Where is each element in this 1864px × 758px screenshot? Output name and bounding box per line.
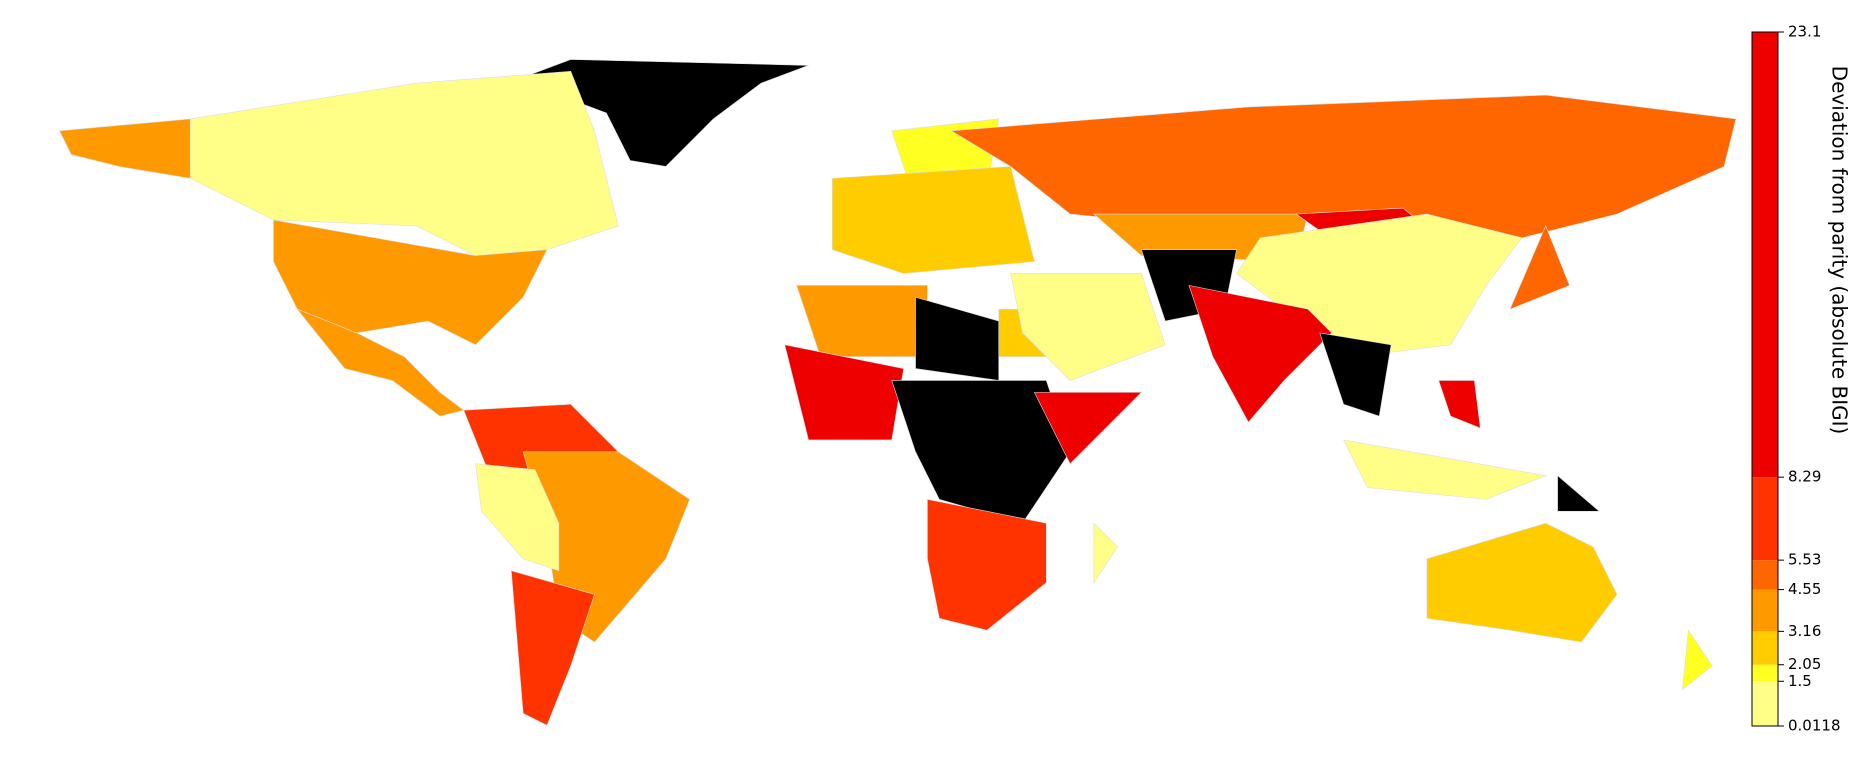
argentina [510, 570, 595, 726]
canada [189, 71, 619, 256]
australia [1426, 522, 1618, 643]
colorbar-tick-label: 0.0118 [1788, 717, 1841, 735]
colorbar-tick-label: 23.1 [1788, 23, 1821, 41]
new-zealand [1682, 629, 1713, 691]
japan [1509, 225, 1570, 310]
colorbar-tick-label: 4.55 [1788, 580, 1821, 598]
libya [915, 296, 1000, 381]
colorbar: 0.0118 1.52.05 3.16 4.55 5.53 8.29 23.1 [1751, 23, 1841, 735]
colorbar-bin [1752, 631, 1778, 665]
madagascar [1093, 522, 1119, 584]
colorbar-tick-label: 2.05 [1788, 655, 1821, 673]
papua [1557, 474, 1601, 512]
north-africa [796, 285, 928, 357]
colorbar-bin [1752, 589, 1778, 632]
philippines [1438, 380, 1481, 429]
colorbar-tick-label: 3.16 [1788, 622, 1821, 640]
colorbar-frame [1751, 31, 1779, 727]
east-africa [1033, 392, 1143, 465]
india [1188, 284, 1333, 423]
southern-africa [927, 499, 1047, 631]
usa [273, 219, 548, 346]
europe [832, 166, 1035, 274]
colorbar-label: Deviation from parity (absolute BIGI) [1828, 66, 1852, 435]
russia [950, 94, 1737, 239]
colorbar-bin [1752, 560, 1778, 590]
bolivia-peru [475, 463, 560, 572]
colorbar-bin [1752, 477, 1778, 561]
colorbar-bin [1752, 681, 1778, 726]
colorbar-bin [1752, 32, 1778, 478]
west-africa [784, 344, 904, 441]
colorbar-tick-label: 1.5 [1788, 672, 1812, 690]
alaska [58, 118, 191, 179]
colorbar-tick-label: 5.53 [1788, 551, 1821, 569]
middle-east [1010, 273, 1166, 381]
indonesia [1343, 439, 1547, 500]
colorbar-bin [1752, 664, 1778, 682]
southeast-asia [1319, 332, 1392, 417]
colorbar-tick-label: 8.29 [1788, 468, 1821, 486]
world-map [58, 59, 1737, 726]
